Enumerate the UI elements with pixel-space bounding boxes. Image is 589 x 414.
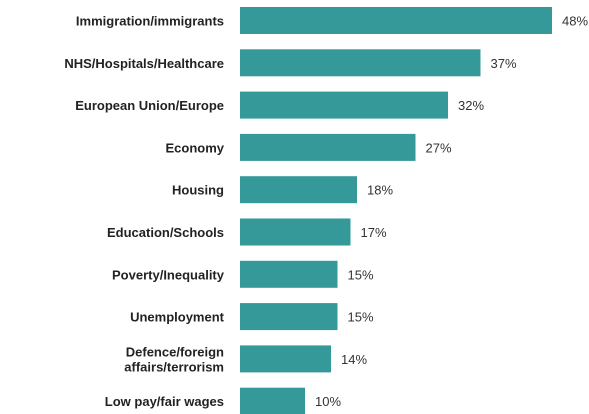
category-label-5: Education/Schools	[107, 225, 224, 240]
value-label-4: 18%	[367, 183, 393, 198]
bars-group	[240, 7, 552, 414]
category-label-0: Immigration/immigrants	[76, 14, 224, 29]
category-label-line: Low pay/fair wages	[105, 394, 224, 409]
bar-3	[240, 133, 416, 161]
bar-4	[240, 176, 357, 204]
value-label-9: 10%	[315, 394, 341, 409]
bar-9	[240, 387, 305, 414]
category-label-7: Unemployment	[130, 310, 225, 325]
category-label-1: NHS/Hospitals/Healthcare	[64, 56, 224, 71]
value-labels-group: 48% 37% 32% 27% 18% 17% 15% 15% 14% 10%	[315, 14, 588, 410]
value-label-6: 15%	[348, 267, 374, 282]
bar-7	[240, 303, 338, 331]
category-label-line: Economy	[165, 140, 224, 155]
bar-0	[240, 7, 552, 34]
category-label-line: Immigration/immigrants	[76, 14, 224, 29]
category-label-line: European Union/Europe	[75, 98, 224, 113]
category-label-line: Defence/foreign	[126, 344, 224, 359]
category-label-6: Poverty/Inequality	[112, 267, 225, 282]
value-label-3: 27%	[426, 140, 452, 155]
category-label-line: Poverty/Inequality	[112, 267, 225, 282]
category-label-line: NHS/Hospitals/Healthcare	[64, 56, 224, 71]
value-label-1: 37%	[491, 56, 517, 71]
bar-8	[240, 345, 331, 373]
value-label-5: 17%	[361, 225, 387, 240]
bar-6	[240, 260, 338, 288]
category-label-9: Low pay/fair wages	[105, 394, 224, 409]
category-label-8: Defence/foreign affairs/terrorism	[124, 344, 224, 374]
value-label-2: 32%	[458, 98, 484, 113]
category-label-line: Unemployment	[130, 310, 225, 325]
value-label-0: 48%	[562, 14, 588, 29]
bar-1	[240, 49, 481, 77]
value-label-7: 15%	[348, 310, 374, 325]
category-label-line: affairs/terrorism	[124, 359, 224, 374]
category-label-line: Education/Schools	[107, 225, 224, 240]
bar-2	[240, 91, 448, 119]
category-label-4: Housing	[172, 183, 224, 198]
category-label-3: Economy	[165, 140, 224, 155]
category-label-2: European Union/Europe	[75, 98, 224, 113]
category-labels-group: Immigration/immigrants NHS/Hospitals/Heal…	[64, 14, 224, 410]
value-label-8: 14%	[341, 352, 367, 367]
bar-5	[240, 218, 351, 246]
category-label-line: Housing	[172, 183, 224, 198]
